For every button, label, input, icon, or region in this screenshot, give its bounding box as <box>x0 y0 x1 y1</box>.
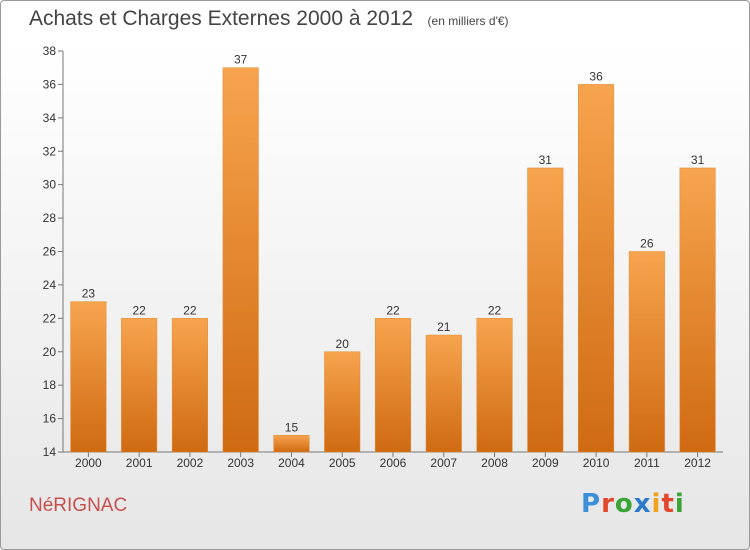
bar-value-label: 22 <box>386 303 400 317</box>
bar-value-label: 22 <box>132 303 146 317</box>
y-tick-label: 30 <box>43 178 57 192</box>
x-tick-label: 2010 <box>583 456 610 470</box>
chart-bars: 23 22 22 37 15 20 22 21 22 31 36 26 31 <box>70 53 716 453</box>
x-tick-label: 2005 <box>329 456 356 470</box>
chart-title: Achats et Charges Externes 2000 à 2012 <box>29 7 414 30</box>
bar <box>425 334 462 453</box>
x-tick-label: 2008 <box>481 456 508 470</box>
logo-letter: t <box>661 489 675 519</box>
y-tick-label: 24 <box>43 278 57 292</box>
bar-value-label: 22 <box>183 303 197 317</box>
logo-letter: i <box>674 489 685 519</box>
bar <box>121 318 158 453</box>
y-tick-label: 32 <box>43 144 57 158</box>
logo-letter: x <box>633 489 652 519</box>
y-tick-label: 22 <box>43 311 57 325</box>
bar <box>578 84 615 453</box>
chart-unit: (en milliers d'€) <box>427 14 509 28</box>
bar-value-label: 23 <box>82 287 96 301</box>
y-tick-label: 36 <box>43 77 57 91</box>
logo-letter: i <box>651 489 662 519</box>
bar-value-label: 22 <box>488 303 502 317</box>
bar <box>273 435 310 453</box>
proxiti-logo[interactable]: Proxiti <box>581 489 685 519</box>
bar-value-label: 31 <box>691 153 705 167</box>
logo-letter: r <box>601 489 615 519</box>
bar-value-label: 31 <box>539 153 553 167</box>
x-tick-label: 2003 <box>227 456 254 470</box>
bar <box>374 318 412 453</box>
x-tick-label: 2000 <box>75 456 102 470</box>
bar <box>324 351 361 453</box>
bar-value-label: 36 <box>589 69 603 83</box>
bar-value-label: 37 <box>234 53 248 67</box>
logo-letter: P <box>581 489 602 519</box>
bar-value-label: 26 <box>640 237 654 251</box>
bar <box>222 67 259 453</box>
y-tick-label: 34 <box>43 111 57 125</box>
bar <box>70 301 107 453</box>
logo-letter: o <box>614 489 634 519</box>
y-tick-label: 20 <box>43 345 57 359</box>
bar-value-label: 15 <box>285 420 299 434</box>
y-tick-label: 14 <box>43 445 57 459</box>
y-tick-label: 28 <box>43 211 57 225</box>
x-tick-label: 2011 <box>634 456 660 470</box>
bar <box>527 167 564 453</box>
bar <box>628 251 665 453</box>
y-tick-label: 38 <box>43 44 57 58</box>
x-tick-label: 2001 <box>126 456 153 470</box>
y-tick-label: 26 <box>43 245 57 259</box>
bar <box>476 318 513 453</box>
chart-title-block: Achats et Charges Externes 2000 à 2012 (… <box>29 7 509 31</box>
y-tick-label: 16 <box>43 412 57 426</box>
x-tick-label: 2009 <box>532 456 559 470</box>
bar <box>679 167 716 453</box>
commune-name: NéRIGNAC <box>29 495 128 516</box>
bar-value-label: 20 <box>336 337 350 351</box>
bar <box>171 318 208 453</box>
x-tick-label: 2002 <box>177 456 204 470</box>
y-tick-label: 18 <box>43 378 57 392</box>
x-tick-label: 2006 <box>380 456 407 470</box>
x-tick-label: 2012 <box>684 456 711 470</box>
x-tick-label: 2004 <box>278 456 305 470</box>
bar-value-label: 21 <box>437 320 451 334</box>
x-tick-label: 2007 <box>430 456 457 470</box>
